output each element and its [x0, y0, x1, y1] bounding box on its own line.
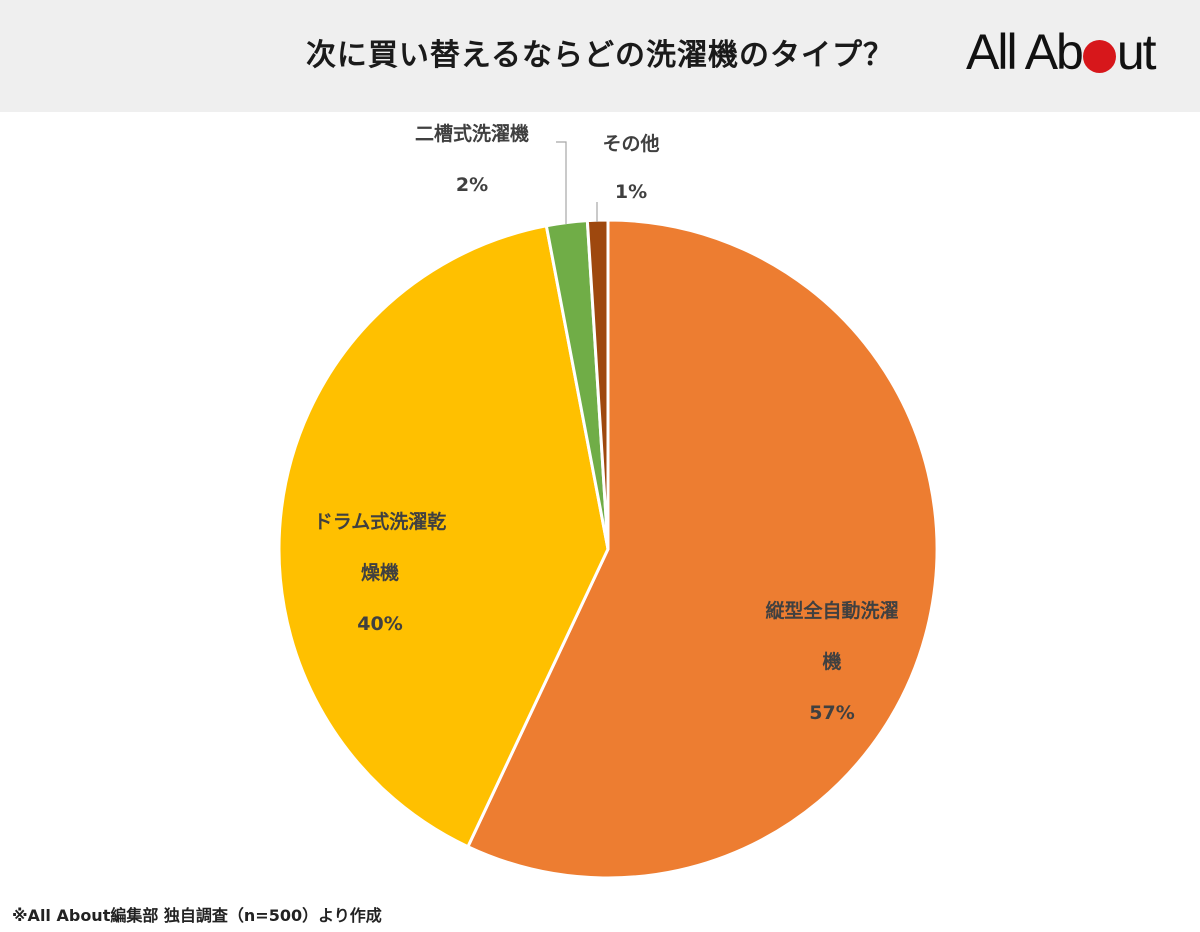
slice-pct-label-1: 40% [357, 613, 402, 635]
logo-text-end: ut [1116, 24, 1157, 80]
slice-name-label-1: 燥機 [361, 561, 399, 584]
all-about-logo: All Ab ut [966, 24, 1157, 80]
leader-lines [556, 141, 598, 224]
pie-slice-0 [465, 218, 939, 880]
slice-name-label-0: 機 [822, 650, 841, 673]
header-bar [0, 0, 1200, 112]
slice-pct-label-2: 2% [456, 174, 488, 196]
chart-title: 次に買い替えるならどの洗濯機のタイプ？ [305, 38, 895, 73]
slice-name-label-2: 二槽式洗濯機 [415, 122, 529, 145]
slice-pct-label-0: 57% [809, 702, 854, 724]
slice-name-label-0: 縦型全自動洗濯 [765, 599, 898, 622]
logo-dot [1082, 39, 1116, 73]
slice-pct-label-3: 1% [615, 181, 647, 203]
pie-slices [277, 218, 939, 880]
slice-name-label-1: ドラム式洗濯乾 [314, 510, 446, 533]
leader-line-2 [556, 141, 567, 224]
slice-name-label-3: その他 [602, 132, 659, 155]
logo-text-start: All Ab [966, 24, 1084, 80]
pie-slice-3 [585, 218, 610, 550]
source-footnote: ※All About編集部 独自調査（n=500）より作成 [12, 906, 382, 925]
pie-slice-1 [277, 224, 610, 849]
